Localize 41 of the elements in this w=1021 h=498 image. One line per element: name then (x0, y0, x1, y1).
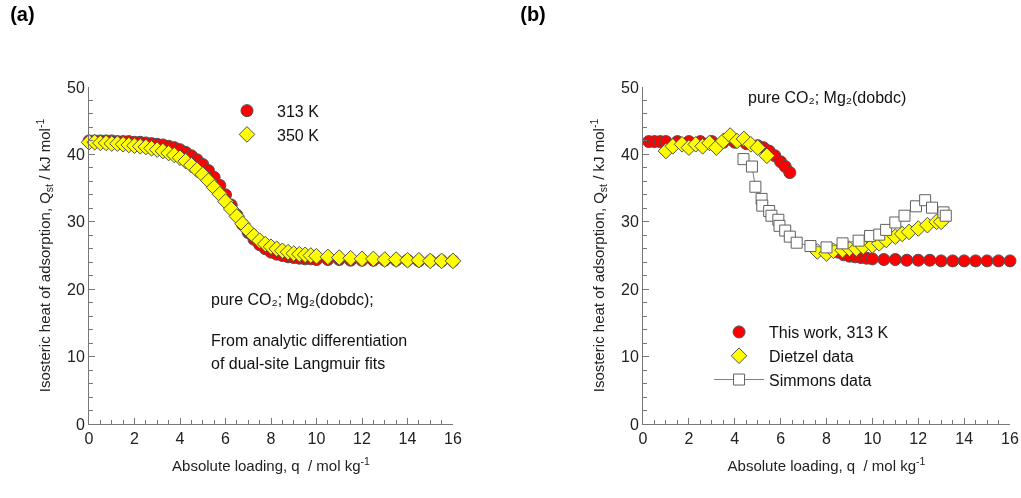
y-tick-label: 0 (629, 415, 639, 433)
y-tick-label: 40 (67, 146, 85, 163)
x-tick-label: 12 (909, 430, 928, 448)
y-tick-label: 30 (67, 213, 85, 231)
x-tick-label: 8 (822, 430, 832, 448)
chart-title: (a) (10, 3, 35, 26)
legend-label: 350 K (277, 126, 320, 144)
x-tick-label: 14 (955, 430, 974, 448)
x-tick-label: 2 (684, 430, 694, 448)
x-tick-label: 6 (776, 430, 786, 448)
annotation: of dual-site Langmuir fits (211, 355, 386, 372)
x-axis-title: Absolute loading, q / mol kg$^{-1}$ (727, 454, 926, 475)
x-tick-label: 10 (307, 430, 326, 448)
x-tick-label: 14 (398, 430, 417, 448)
x-tick-label: 4 (175, 430, 185, 448)
y-tick-label: 50 (67, 78, 85, 96)
chart-title: (b) (520, 3, 546, 26)
y-tick-label: 10 (621, 348, 639, 366)
x-tick-label: 16 (444, 430, 462, 448)
x-tick-label: 8 (266, 430, 276, 448)
y-tick-label: 40 (621, 146, 639, 163)
legend-label: 313 K (277, 102, 320, 120)
x-tick-label: 12 (353, 430, 371, 448)
y-tick-label: 0 (75, 415, 85, 433)
y-tick-label: 30 (621, 213, 639, 231)
y-tick-label: 20 (621, 280, 639, 298)
x-tick-label: 10 (863, 430, 882, 448)
annotation: pure CO₂; Mg₂(dobdc) (748, 89, 907, 106)
x-tick-label: 6 (221, 430, 231, 448)
y-tick-label: 50 (621, 78, 639, 96)
y-tick-label: 10 (67, 348, 85, 366)
x-axis-title: Absolute loading, q / mol kg$^{-1}$ (172, 454, 371, 475)
annotation: From analytic differentiation (211, 332, 408, 349)
x-tick-label: 16 (1001, 430, 1019, 448)
annotation: pure CO₂; Mg₂(dobdc); (211, 291, 374, 308)
legend-label: Simmons data (769, 371, 872, 389)
x-tick-label: 4 (730, 430, 740, 448)
legend-label: This work, 313 K (769, 324, 889, 342)
y-tick-label: 20 (67, 280, 85, 298)
x-tick-label: 2 (130, 430, 140, 448)
legend-label: Dietzel data (769, 347, 854, 365)
